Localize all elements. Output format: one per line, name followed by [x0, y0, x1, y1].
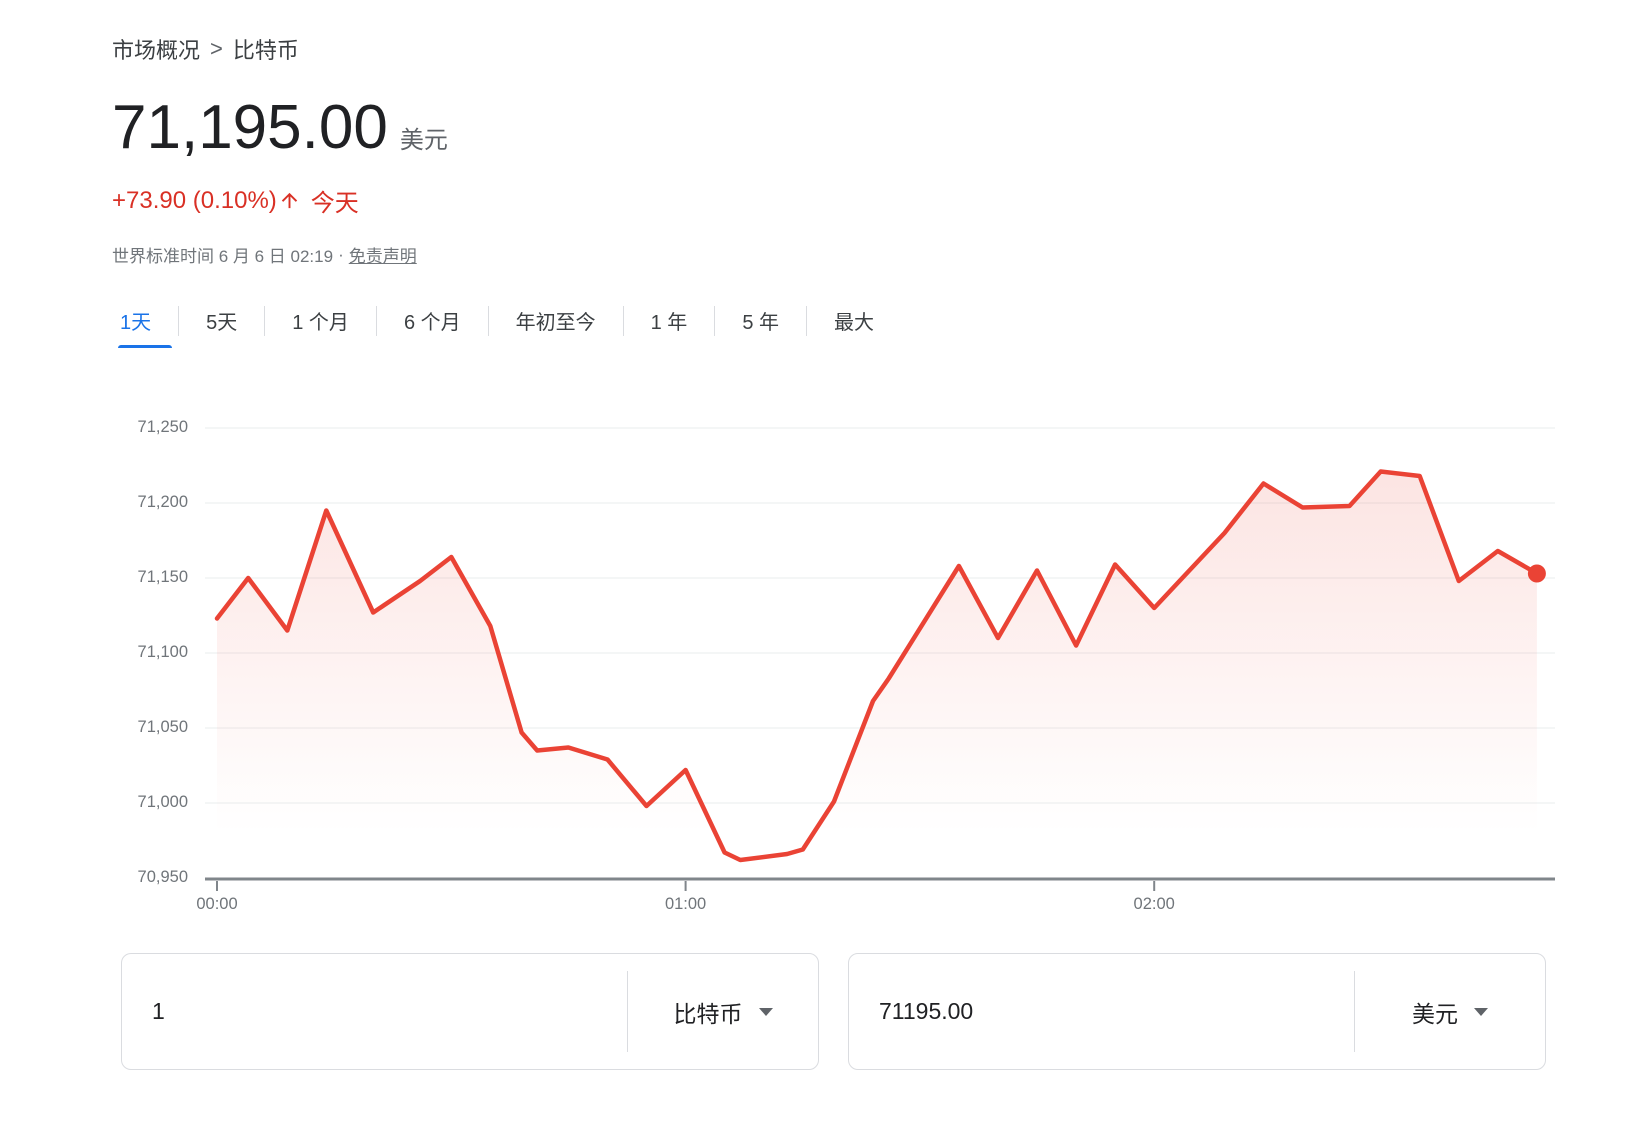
- tab-divider: [178, 305, 180, 336]
- y-axis-label: 70,950: [137, 868, 188, 886]
- tab-divider: [714, 305, 716, 336]
- breadcrumb-bitcoin: 比特币: [232, 38, 299, 63]
- dropdown-caret-icon: [758, 1007, 773, 1016]
- y-axis-label: 71,150: [137, 568, 188, 586]
- converter-to-input[interactable]: [879, 998, 1354, 1025]
- tab-divider: [622, 305, 624, 336]
- last-price-dot: [1527, 564, 1546, 583]
- change-period: 今天: [310, 190, 359, 217]
- x-axis-label: 01:00: [664, 895, 707, 913]
- tab-divider: [375, 305, 377, 336]
- converter-to-currency-select[interactable]: 美元: [1355, 954, 1545, 1069]
- price-line: [214, 469, 1540, 863]
- tab-5d[interactable]: 5天: [206, 312, 238, 334]
- y-axis-label: 71,250: [137, 418, 188, 436]
- y-axis-label: 71,050: [137, 718, 188, 736]
- x-axis-label: 02:00: [1133, 895, 1175, 913]
- x-axis-label: 00:00: [196, 895, 238, 913]
- converter-to-divider: [1354, 971, 1355, 1052]
- price-area: [217, 471, 1537, 876]
- converter-to-box: 美元: [848, 953, 1546, 1070]
- converter-from-box: 比特币: [121, 953, 819, 1070]
- y-axis-label: 71,100: [137, 643, 188, 661]
- price-currency-label: 美元: [399, 127, 448, 154]
- y-axis-label: 71,200: [137, 493, 188, 511]
- price-chart[interactable]: 70,950 71,000 71,050 71,100 71,150 71,200 71,2…: [100, 393, 1560, 923]
- tab-1y[interactable]: 1 年: [650, 312, 688, 334]
- change-value: +73.90 (0.10%): [112, 186, 277, 214]
- tab-ytd[interactable]: 年初至今: [515, 312, 596, 334]
- converter-from-currency-select[interactable]: 比特币: [628, 954, 818, 1069]
- tab-1m[interactable]: 1 个月: [292, 312, 349, 334]
- currency-converter: 比特币 美元: [121, 953, 1643, 1070]
- dropdown-caret-icon: [1474, 1007, 1488, 1016]
- converter-from-divider: [627, 971, 628, 1052]
- tab-max[interactable]: 最大: [834, 312, 874, 334]
- chart-canvas[interactable]: [100, 393, 1560, 923]
- breadcrumb-market-overview[interactable]: 市场概况: [112, 38, 201, 63]
- converter-to-currency-label: 美元: [1412, 1000, 1458, 1027]
- breadcrumb-separator: >: [210, 36, 223, 61]
- price-row: 71,195.00 美元: [112, 95, 1643, 161]
- disclaimer-link[interactable]: 免责声明: [348, 247, 417, 266]
- meta-separator: ·: [338, 244, 344, 264]
- converter-from-input[interactable]: [152, 998, 627, 1025]
- tab-divider: [806, 305, 807, 336]
- tab-divider: [264, 305, 266, 336]
- converter-to-value-wrap: [849, 954, 1354, 1069]
- tab-1d[interactable]: 1天: [112, 293, 178, 348]
- tab-6m[interactable]: 6 个月: [403, 312, 461, 334]
- timestamp: 世界标准时间 6 月 6 日 02:19: [112, 247, 334, 266]
- meta-row: 世界标准时间 6 月 6 日 02:19 · 免责声明: [112, 242, 1643, 267]
- converter-from-currency-label: 比特币: [673, 1000, 743, 1027]
- arrow-up-icon: [278, 189, 301, 212]
- price-value: 71,195.00: [112, 93, 388, 162]
- change-row: +73.90 (0.10%) 今天: [112, 183, 1643, 218]
- breadcrumb: 市场概况 > 比特币: [112, 33, 1643, 65]
- tab-5y[interactable]: 5 年: [742, 312, 779, 334]
- y-axis-label: 71,000: [137, 793, 188, 811]
- google-finance-page: 市场概况 > 比特币 71,195.00 美元 +73.90 (0.10%) 今…: [100, 33, 1643, 1070]
- range-tabs: 1天 5天 1 个月 6 个月 年初至今 1 年 5 年 最大: [112, 293, 1643, 348]
- tab-divider: [487, 305, 489, 336]
- converter-from-value-wrap: [122, 954, 627, 1069]
